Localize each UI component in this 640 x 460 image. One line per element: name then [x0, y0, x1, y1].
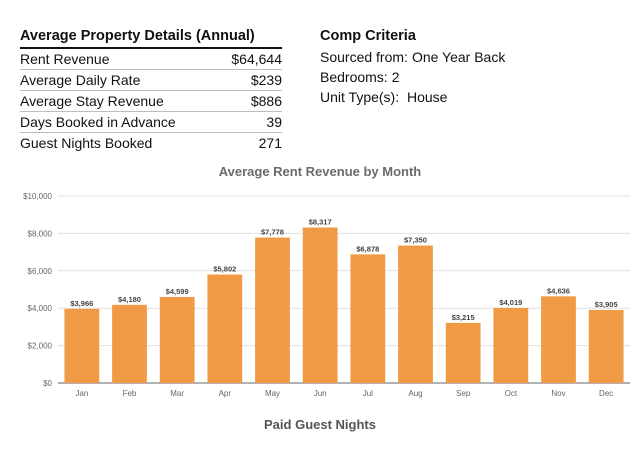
details-title: Average Property Details (Annual): [20, 26, 282, 49]
x-tick-label: Jan: [75, 389, 88, 398]
paid-guest-nights-title: Paid Guest Nights: [264, 417, 376, 432]
y-tick-label: $0: [43, 379, 52, 388]
rent-revenue-bar-chart: $0 $2,000 $4,000 $6,000 $8,000 $10,000 $3,966 J…: [23, 192, 630, 398]
comp-value: House: [407, 89, 448, 105]
comp-value: 2: [391, 69, 400, 85]
bar-value-label: $3,905: [595, 300, 618, 309]
row-value: $886: [250, 93, 282, 109]
row-value: 39: [266, 114, 282, 130]
x-tick-label: Aug: [408, 389, 422, 398]
x-tick-label: Nov: [551, 389, 565, 398]
bar: [445, 322, 481, 383]
comp-criteria-title: Comp Criteria: [320, 28, 416, 44]
y-tick-label: $8,000: [28, 229, 53, 238]
y-tick-label: $2,000: [28, 342, 53, 351]
details-row-average-daily-rate: Average Daily Rate $239: [20, 70, 282, 91]
row-label: Rent Revenue: [20, 51, 110, 67]
bar-value-label: $8,317: [309, 217, 332, 226]
x-tick-label: Feb: [123, 389, 137, 398]
bar-value-label: $7,350: [404, 236, 427, 245]
x-tick-label: Jun: [314, 389, 327, 398]
bar: [302, 227, 338, 383]
comp-unit-types: Unit Type(s): House: [320, 87, 620, 107]
bar: [207, 274, 243, 383]
y-tick-label: $4,000: [28, 304, 53, 313]
x-tick-label: Mar: [170, 389, 184, 398]
row-value: $64,644: [231, 51, 282, 67]
property-details-table: Average Property Details (Annual) Rent R…: [20, 26, 282, 153]
bar-value-label: $7,778: [261, 228, 284, 237]
bar-value-label: $4,599: [166, 287, 189, 296]
comp-bedrooms: Bedrooms: 2: [320, 67, 620, 87]
comp-value: One Year Back: [411, 49, 506, 65]
bar-value-label: $6,878: [356, 244, 379, 253]
bar: [398, 245, 433, 383]
bar-value-label: $4,636: [547, 286, 570, 295]
x-tick-label: Oct: [505, 389, 518, 398]
chart-title: Average Rent Revenue by Month: [218, 164, 422, 179]
row-value: $239: [250, 72, 282, 88]
bar-value-label: $3,215: [452, 313, 475, 322]
comp-label: Bedrooms:: [320, 69, 388, 85]
bar-value-label: $3,966: [70, 299, 93, 308]
x-tick-label: May: [265, 389, 280, 398]
row-label: Average Stay Revenue: [20, 93, 164, 109]
bar: [159, 296, 195, 383]
bar: [350, 254, 386, 383]
y-tick-label: $10,000: [23, 192, 52, 201]
bar: [588, 309, 624, 383]
row-label: Average Daily Rate: [20, 72, 141, 88]
y-tick-label: $6,000: [28, 267, 53, 276]
comp-label: Sourced from:: [320, 49, 408, 65]
bar-value-label: $5,802: [213, 265, 236, 274]
comp-sourced-from: Sourced from: One Year Back: [320, 47, 620, 67]
row-label: Days Booked in Advance: [20, 114, 176, 130]
bar: [493, 307, 529, 383]
details-row-rent-revenue: Rent Revenue $64,644: [20, 49, 282, 70]
details-row-days-booked-in-advance: Days Booked in Advance 39: [20, 112, 282, 133]
row-value: 271: [258, 135, 282, 151]
comp-label: Unit Type(s):: [320, 89, 400, 105]
bar-value-label: $4,180: [118, 295, 141, 304]
details-row-guest-nights-booked: Guest Nights Booked 271: [20, 133, 282, 153]
bar: [541, 296, 576, 383]
x-tick-label: Apr: [219, 389, 232, 398]
x-tick-label: Dec: [599, 389, 613, 398]
comp-criteria-panel: Comp Criteria Sourced from: One Year Back…: [320, 26, 620, 107]
bar-value-label: $4,019: [499, 298, 522, 307]
bar: [64, 308, 100, 383]
bar: [112, 304, 147, 383]
details-row-average-stay-revenue: Average Stay Revenue $886: [20, 91, 282, 112]
x-tick-label: Jul: [363, 389, 373, 398]
bar: [255, 237, 290, 383]
x-tick-label: Sep: [456, 389, 471, 398]
row-label: Guest Nights Booked: [20, 135, 153, 151]
